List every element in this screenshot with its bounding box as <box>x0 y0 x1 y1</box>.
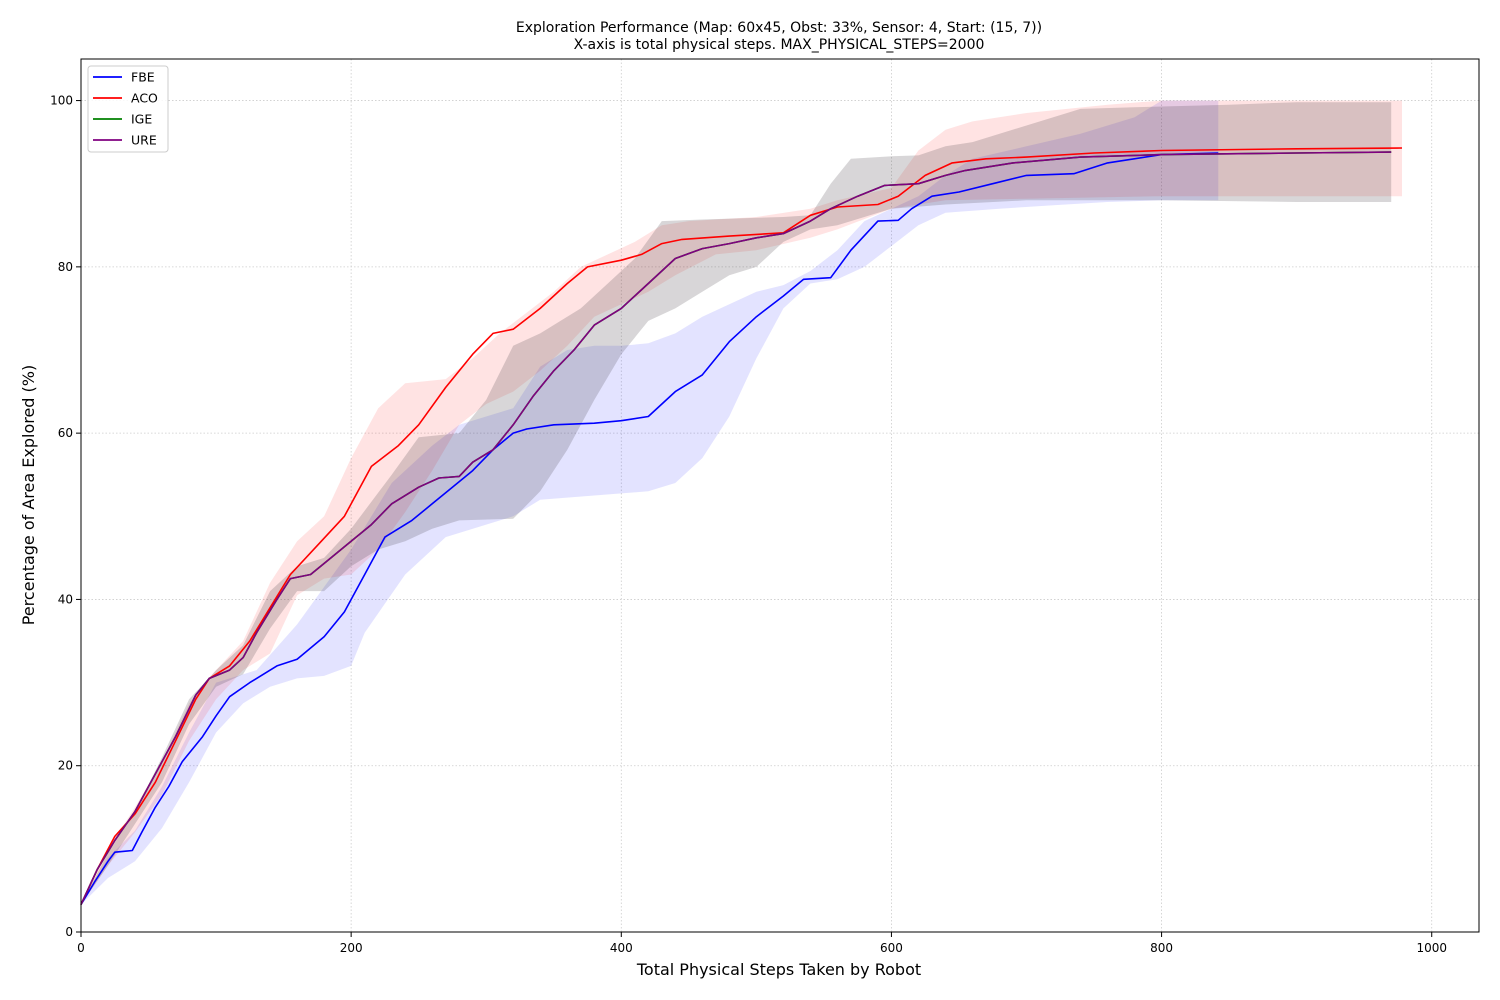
x-tick-label: 200 <box>340 941 363 955</box>
fbe-confidence-band <box>81 100 1219 905</box>
y-tick-label: 40 <box>58 592 73 606</box>
fbe-series-line <box>80 152 1219 906</box>
x-tick-label: 400 <box>610 941 633 955</box>
plot-area <box>81 59 1479 932</box>
legend: FBE ACO IGE URE <box>87 65 169 153</box>
plot-border <box>80 58 1480 933</box>
ure-confidence-band <box>81 102 1392 905</box>
y-axis-label: Percentage of Area Explored (%) <box>19 365 38 625</box>
x-tick-label: 0 <box>77 941 85 955</box>
aco-confidence-band <box>81 100 1402 905</box>
x-tick-label: 1000 <box>1416 941 1447 955</box>
x-tick-label: 600 <box>880 941 903 955</box>
legend-label-ige: IGE <box>131 112 152 127</box>
legend-box <box>87 65 169 153</box>
y-tick-label: 0 <box>65 925 73 939</box>
x-axis-label: Total Physical Steps Taken by Robot <box>636 960 921 979</box>
y-tick-label: 100 <box>50 94 73 108</box>
series-lines <box>80 147 1403 906</box>
y-tick-label: 20 <box>58 759 73 773</box>
ige-confidence-band <box>81 102 1392 905</box>
legend-label-aco: ACO <box>131 91 158 106</box>
confidence-bands <box>81 100 1402 905</box>
y-tick-label: 80 <box>58 260 73 274</box>
legend-label-fbe: FBE <box>131 70 155 85</box>
axis-ticks: 0 200 400 600 800 1000 0 20 40 60 80 100 <box>50 94 1447 955</box>
chart-title: Exploration Performance (Map: 60x45, Obs… <box>516 20 1042 36</box>
x-tick-label: 800 <box>1150 941 1173 955</box>
ure-series-line <box>80 151 1392 905</box>
legend-label-ure: URE <box>131 133 157 148</box>
y-tick-label: 60 <box>58 426 73 440</box>
chart-subtitle: X-axis is total physical steps. MAX_PHYS… <box>574 37 985 53</box>
